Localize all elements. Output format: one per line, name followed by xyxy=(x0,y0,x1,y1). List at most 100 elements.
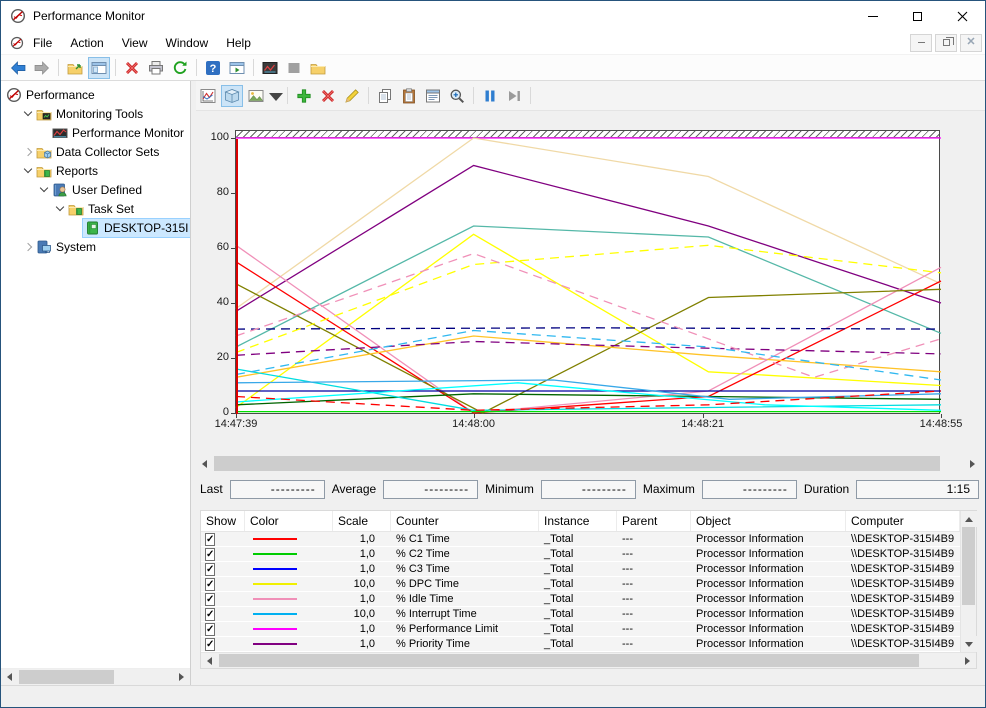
copy-properties-button[interactable] xyxy=(374,85,396,107)
y-axis-tick xyxy=(231,248,235,249)
open-folder-button[interactable] xyxy=(307,57,329,79)
tree-item-data-collector-sets[interactable]: Data Collector Sets xyxy=(1,142,190,161)
color-swatch xyxy=(253,583,297,585)
minimize-button[interactable] xyxy=(850,1,895,31)
performance-view-button[interactable] xyxy=(259,57,281,79)
column-header-instance[interactable]: Instance xyxy=(539,511,617,531)
column-header-parent[interactable]: Parent xyxy=(617,511,691,531)
scroll-left-arrow[interactable] xyxy=(1,669,18,685)
counter-row--c2-time[interactable]: ✓ 1,0 % C2 Time _Total --- Processor Informat… xyxy=(201,547,960,562)
scroll-down-arrow[interactable] xyxy=(961,636,977,652)
counter-row--dpc-time[interactable]: ✓ 10,0 % DPC Time _Total --- Processor Inform… xyxy=(201,577,960,592)
folder-green-icon xyxy=(68,201,84,217)
back-button[interactable] xyxy=(7,57,29,79)
menu-action[interactable]: Action xyxy=(61,33,112,53)
object-cell: Processor Information xyxy=(696,623,804,635)
refresh-button[interactable] xyxy=(169,57,191,79)
tree-item-monitoring-tools[interactable]: Monitoring Tools xyxy=(1,104,190,123)
counter-row--interrupt-time[interactable]: ✓ 10,0 % Interrupt Time _Total --- Processor … xyxy=(201,607,960,622)
child-minimize-button[interactable] xyxy=(910,33,932,52)
scroll-up-arrow[interactable] xyxy=(961,511,977,527)
properties-button[interactable] xyxy=(422,85,444,107)
counter-row--c1-time[interactable]: ✓ 1,0 % C1 Time _Total --- Processor Informat… xyxy=(201,532,960,547)
show-checkbox[interactable]: ✓ xyxy=(205,533,216,546)
menu-view[interactable]: View xyxy=(113,33,157,53)
show-console-tree-button[interactable] xyxy=(88,56,110,79)
close-button[interactable] xyxy=(940,1,985,31)
delete-counter-button[interactable] xyxy=(317,85,339,107)
tree-expander[interactable] xyxy=(37,183,51,193)
tree-item-reports[interactable]: Reports xyxy=(1,161,190,180)
chart-horizontal-scrollbar[interactable] xyxy=(196,455,981,472)
counter-list-horizontal-scrollbar[interactable] xyxy=(201,652,976,668)
chart-scroll-right-arrow[interactable] xyxy=(964,455,981,472)
counter-row--idle-time[interactable]: ✓ 1,0 % Idle Time _Total --- Processor Inform… xyxy=(201,592,960,607)
graph-type-dropdown-button[interactable] xyxy=(268,85,283,107)
change-graph-type-button[interactable] xyxy=(245,85,267,107)
tree-item-task-set[interactable]: Task Set xyxy=(1,199,190,218)
column-header-scale[interactable]: Scale xyxy=(333,511,391,531)
print-button[interactable] xyxy=(145,57,167,79)
scroll-left-arrow[interactable] xyxy=(201,653,218,668)
scrollbar-thumb[interactable] xyxy=(214,456,940,471)
show-checkbox[interactable]: ✓ xyxy=(205,593,216,606)
show-checkbox[interactable]: ✓ xyxy=(205,578,216,591)
view-log-data-button[interactable] xyxy=(221,84,243,107)
delete-button[interactable] xyxy=(121,57,143,79)
tree-item-content: User Defined xyxy=(51,181,190,199)
duration-label: Duration xyxy=(803,482,850,496)
scroll-right-arrow[interactable] xyxy=(959,653,976,668)
show-checkbox[interactable]: ✓ xyxy=(205,623,216,636)
show-checkbox[interactable]: ✓ xyxy=(205,638,216,651)
tree-item-desktop-315i4b9[interactable]: DESKTOP-315I4B9 xyxy=(1,217,190,238)
scrollbar-thumb[interactable] xyxy=(219,654,919,667)
highlight-button[interactable] xyxy=(341,85,363,107)
tree-item-user-defined[interactable]: User Defined xyxy=(1,180,190,199)
counter-row--priority-time[interactable]: ✓ 1,0 % Priority Time _Total --- Processor In… xyxy=(201,637,960,652)
menu-help[interactable]: Help xyxy=(217,33,260,53)
menu-file[interactable]: File xyxy=(24,33,61,53)
column-header-color[interactable]: Color xyxy=(245,511,333,531)
show-checkbox[interactable]: ✓ xyxy=(205,608,216,621)
forward-button[interactable] xyxy=(31,57,53,79)
column-header-object[interactable]: Object xyxy=(691,511,846,531)
help-button[interactable]: ? xyxy=(202,57,224,79)
counter-list-vertical-scrollbar[interactable] xyxy=(960,511,977,652)
update-data-button[interactable] xyxy=(503,85,525,107)
tree-item-performance[interactable]: Performance xyxy=(1,85,190,104)
pause-view-button[interactable] xyxy=(283,57,305,79)
tree-horizontal-scrollbar[interactable] xyxy=(1,668,190,685)
freeze-display-button[interactable] xyxy=(479,85,501,107)
counter-row--c3-time[interactable]: ✓ 1,0 % C3 Time _Total --- Processor Informat… xyxy=(201,562,960,577)
column-header-computer[interactable]: Computer xyxy=(846,511,960,531)
show-checkbox[interactable]: ✓ xyxy=(205,563,216,576)
scale-cell: 1,0 xyxy=(359,623,375,635)
tree-expander[interactable] xyxy=(21,242,35,251)
column-header-counter[interactable]: Counter xyxy=(391,511,539,531)
show-checkbox[interactable]: ✓ xyxy=(205,548,216,561)
maximize-button[interactable] xyxy=(895,1,940,31)
child-restore-button[interactable] xyxy=(935,33,957,52)
counter-row--performance-limit[interactable]: ✓ 1,0 % Performance Limit _Total --- Processo… xyxy=(201,622,960,637)
gray-square-icon xyxy=(286,60,302,76)
tree-expander[interactable] xyxy=(21,107,35,117)
paste-counter-list-button[interactable] xyxy=(398,85,420,107)
tree-expander[interactable] xyxy=(21,164,35,174)
menu-window[interactable]: Window xyxy=(157,33,218,53)
tree-item-system[interactable]: System xyxy=(1,237,190,256)
column-header-show[interactable]: Show xyxy=(201,511,245,531)
scroll-right-arrow[interactable] xyxy=(173,669,190,685)
scrollbar-thumb[interactable] xyxy=(19,670,114,684)
add-counter-button[interactable] xyxy=(293,85,315,107)
scrollbar-thumb[interactable] xyxy=(962,527,975,605)
tree-item-performance-monitor[interactable]: Performance Monitor xyxy=(1,123,190,142)
export-button[interactable] xyxy=(64,57,86,79)
chart-type-icon xyxy=(248,88,264,104)
tree-expander[interactable] xyxy=(21,147,35,156)
tree-expander[interactable] xyxy=(53,202,67,212)
child-close-button[interactable]: ✕ xyxy=(960,33,982,52)
show-action-pane-button[interactable] xyxy=(226,57,248,79)
chart-scroll-left-arrow[interactable] xyxy=(196,455,213,472)
view-current-activity-button[interactable] xyxy=(197,85,219,107)
zoom-button[interactable] xyxy=(446,85,468,107)
